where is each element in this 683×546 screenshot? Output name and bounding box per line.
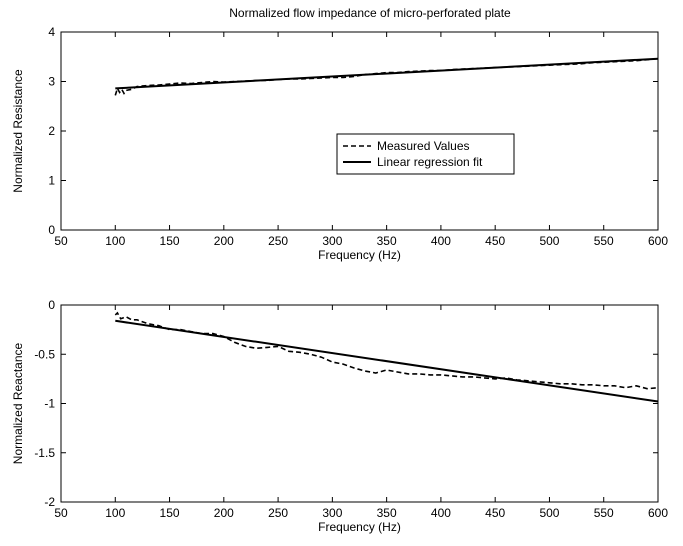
resistance-y-tick-label: 4: [48, 25, 55, 39]
resistance-series-measured-line: [114, 57, 659, 96]
resistance-x-axis-label: Frequency (Hz): [318, 248, 401, 262]
resistance-x-tick-label: 400: [431, 234, 451, 248]
resistance-x-tick-label: 600: [648, 234, 668, 248]
reactance-y-tick-label: -1.5: [34, 446, 55, 460]
resistance-panel: 50 100 150 200 250 300 350 400 450 500 550 600 0 1 2 3 4…: [11, 25, 668, 262]
resistance-legend: Measured Values Linear regression fit: [336, 133, 515, 175]
reactance-x-tick-label: 50: [54, 506, 68, 520]
chart-title: Normalized flow impedance of micro-perfo…: [229, 6, 511, 20]
reactance-series-fit-line: [115, 319, 659, 403]
reactance-x-tick-label: 200: [214, 506, 234, 520]
reactance-x-tick-label: 150: [160, 506, 180, 520]
reactance-x-tick-label: 550: [594, 506, 614, 520]
resistance-x-tick-label: 450: [485, 234, 505, 248]
resistance-axes-box: [60, 31, 659, 231]
reactance-y-axis-label: Normalized Reactance: [11, 342, 25, 464]
legend-entry-label: Linear regression fit: [377, 155, 483, 169]
reactance-x-axis-label: Frequency (Hz): [318, 520, 401, 534]
legend-box: [336, 133, 515, 175]
reactance-x-tick-label: 350: [377, 506, 397, 520]
reactance-x-tick-label: 600: [648, 506, 668, 520]
resistance-x-tick-label: 50: [54, 234, 68, 248]
reactance-x-tick-label: 250: [268, 506, 288, 520]
resistance-y-tick-label: 3: [48, 75, 55, 89]
resistance-y-axis-label: Normalized Resistance: [11, 69, 25, 193]
reactance-x-tick-label: 100: [105, 506, 125, 520]
resistance-y-tick-label: 1: [48, 174, 55, 188]
reactance-axes-box: [60, 304, 659, 503]
reactance-y-tick-label: -1: [44, 397, 55, 411]
resistance-x-tick-label: 350: [377, 234, 397, 248]
resistance-x-tick-label: 200: [214, 234, 234, 248]
resistance-x-tick-label: 550: [594, 234, 614, 248]
resistance-y-tick-label: 0: [48, 223, 55, 237]
reactance-x-tick-label: 500: [539, 506, 559, 520]
reactance-y-tick-label: -0.5: [34, 347, 55, 361]
resistance-y-tick-label: 2: [48, 124, 55, 138]
resistance-x-tick-label: 150: [160, 234, 180, 248]
resistance-x-tick-label: 100: [105, 234, 125, 248]
reactance-series-measured-line: [114, 311, 659, 390]
resistance-series-fit-line: [115, 57, 659, 90]
reactance-y-tick-label: 0: [48, 298, 55, 312]
reactance-y-tick-label: -2: [44, 495, 55, 509]
resistance-x-tick-label: 250: [268, 234, 288, 248]
reactance-x-tick-label: 400: [431, 506, 451, 520]
reactance-x-tick-label: 300: [322, 506, 342, 520]
reactance-x-tick-label: 450: [485, 506, 505, 520]
reactance-panel: 50 100 150 200 250 300 350 400 450 500 550 600 0 -0.5…: [11, 298, 668, 534]
resistance-x-tick-label: 500: [539, 234, 559, 248]
resistance-x-tick-label: 300: [322, 234, 342, 248]
legend-entry-label: Measured Values: [377, 139, 470, 153]
